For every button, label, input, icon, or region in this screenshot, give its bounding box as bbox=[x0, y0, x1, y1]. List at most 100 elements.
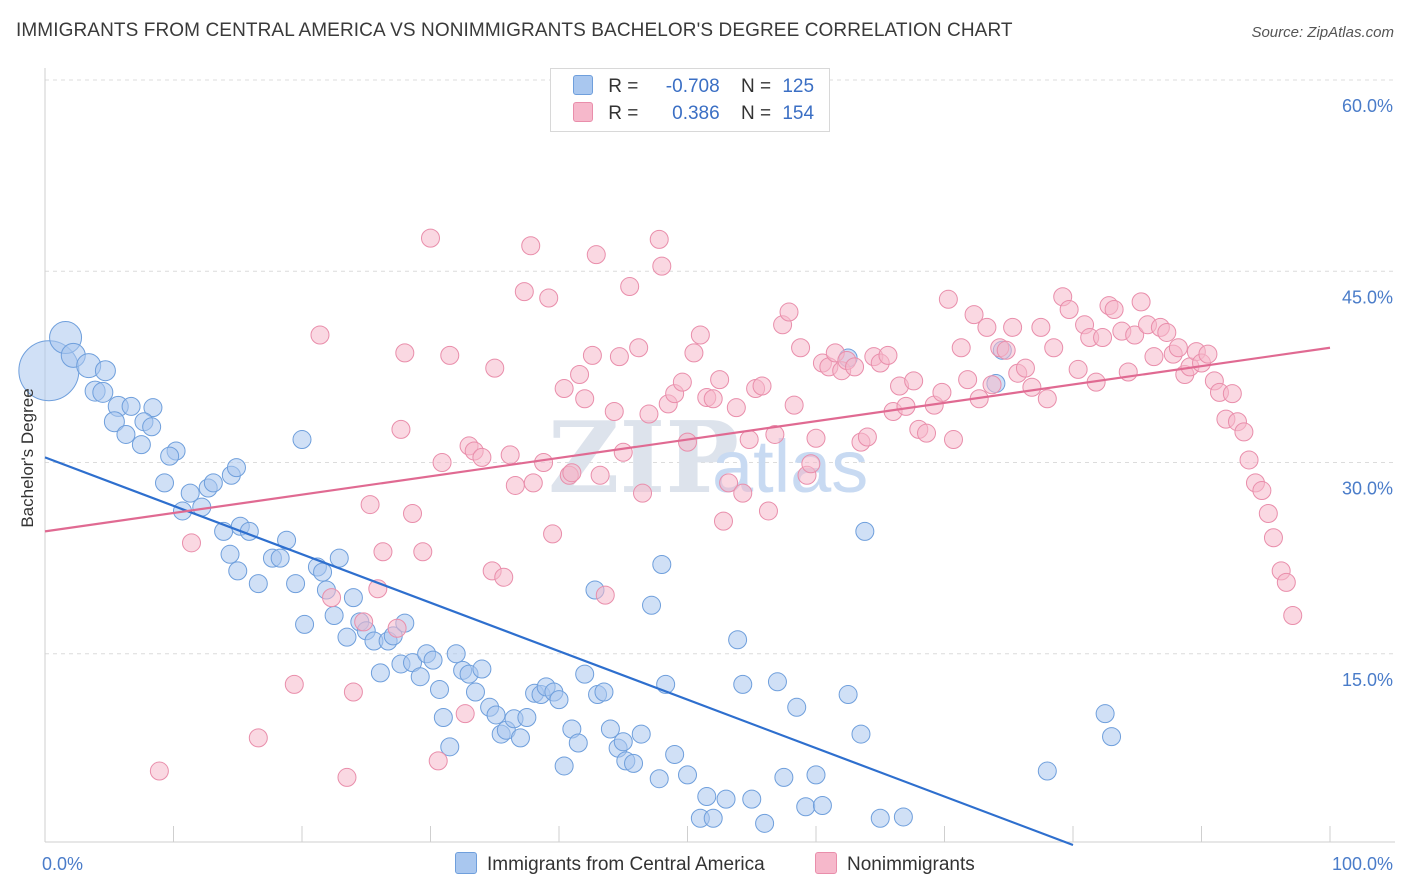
blue-point bbox=[103, 411, 125, 433]
y-tick-label: 15.0% bbox=[1342, 670, 1393, 690]
pink-point bbox=[248, 728, 268, 748]
y-tick-label: 30.0% bbox=[1342, 479, 1393, 499]
pink-point bbox=[421, 228, 440, 248]
pink-point bbox=[779, 302, 799, 322]
blue-point bbox=[1037, 761, 1057, 781]
pink-point bbox=[582, 345, 602, 365]
pink-point bbox=[703, 389, 723, 409]
pink-point bbox=[1093, 328, 1113, 348]
bottom-legend-label-blue: Immigrants from Central America bbox=[487, 854, 765, 875]
legend-swatch-pink bbox=[573, 102, 593, 122]
pink-trend-line bbox=[44, 346, 1331, 533]
blue-point bbox=[549, 690, 569, 710]
blue-point bbox=[286, 574, 306, 594]
blue-point bbox=[486, 705, 506, 725]
pink-point bbox=[932, 382, 952, 402]
pink-point bbox=[354, 612, 374, 632]
pink-point bbox=[403, 504, 423, 523]
pink-point bbox=[784, 395, 804, 415]
blue-point bbox=[678, 765, 697, 785]
chart-title: IMMIGRANTS FROM CENTRAL AMERICA VS NONIM… bbox=[16, 20, 1013, 41]
pink-point bbox=[964, 305, 984, 325]
pink-point bbox=[343, 682, 363, 702]
blue-point bbox=[893, 807, 913, 827]
blue-point bbox=[410, 667, 430, 687]
pink-point bbox=[505, 475, 525, 495]
blue-point bbox=[703, 808, 723, 828]
pink-point bbox=[1258, 504, 1278, 523]
legend-r-value: 0.386 bbox=[672, 103, 720, 124]
pink-point bbox=[1157, 322, 1177, 342]
pink-point bbox=[633, 483, 653, 503]
blue-point bbox=[226, 458, 246, 478]
blue-point bbox=[446, 644, 466, 664]
blue-point bbox=[180, 483, 200, 503]
pink-point bbox=[432, 453, 452, 472]
correlation-legend: R = -0.708 N = 125 R = 0.386 N = 154 bbox=[550, 68, 830, 132]
bottom-legend-blue: Immigrants from Central America bbox=[455, 852, 765, 876]
pink-point bbox=[904, 371, 924, 391]
blue-point bbox=[429, 679, 449, 699]
pink-point bbox=[1222, 384, 1242, 404]
pink-point bbox=[373, 542, 393, 562]
blue-point bbox=[423, 650, 443, 670]
blue-point bbox=[716, 789, 736, 809]
pink-point bbox=[710, 370, 730, 390]
pink-point bbox=[387, 618, 407, 638]
blue-point bbox=[270, 548, 290, 568]
blue-point bbox=[228, 561, 248, 581]
pink-point bbox=[485, 358, 505, 378]
legend-swatch-blue bbox=[573, 75, 593, 95]
legend-row-blue: R = -0.708 N = 125 bbox=[573, 75, 814, 99]
pink-point bbox=[739, 430, 759, 450]
blue-point bbox=[220, 544, 240, 564]
pink-point bbox=[726, 398, 746, 418]
pink-point bbox=[620, 277, 640, 297]
blue-point bbox=[796, 797, 816, 817]
blue-point bbox=[806, 765, 826, 785]
pink-point bbox=[590, 465, 610, 485]
pink-point bbox=[1263, 528, 1283, 548]
blue-point bbox=[142, 417, 162, 437]
pink-point bbox=[514, 282, 534, 302]
blue-point bbox=[121, 396, 141, 416]
blue-point bbox=[575, 664, 595, 684]
blue-point bbox=[143, 398, 163, 418]
pink-point bbox=[1276, 572, 1296, 592]
bottom-legend-pink: Nonimmigrants bbox=[815, 852, 975, 876]
legend-row-pink: R = 0.386 N = 154 bbox=[573, 102, 814, 126]
pink-point bbox=[690, 325, 710, 345]
pink-point bbox=[1003, 317, 1023, 337]
blue-point bbox=[742, 789, 762, 809]
blue-point bbox=[1102, 727, 1122, 747]
pink-point bbox=[1015, 358, 1035, 378]
blue-point bbox=[774, 767, 794, 787]
blue-point bbox=[600, 719, 620, 739]
pink-point bbox=[523, 473, 543, 493]
pink-point bbox=[575, 389, 595, 409]
pink-point bbox=[1131, 292, 1151, 312]
pink-point bbox=[310, 325, 330, 345]
bottom-legend-swatch-blue bbox=[455, 852, 477, 874]
blue-point bbox=[838, 685, 858, 705]
pink-point bbox=[652, 256, 672, 276]
blue-point bbox=[324, 606, 344, 625]
blue-point bbox=[631, 724, 651, 744]
pink-point bbox=[322, 588, 342, 608]
blue-point bbox=[131, 435, 151, 455]
pink-point bbox=[791, 338, 811, 358]
pink-point bbox=[713, 511, 733, 531]
blue-point bbox=[851, 724, 871, 744]
axes bbox=[44, 68, 1395, 843]
legend-r-value: -0.708 bbox=[665, 76, 720, 97]
pink-point bbox=[554, 379, 574, 399]
data-points bbox=[18, 98, 1303, 833]
pink-point bbox=[1198, 344, 1218, 364]
blue-point bbox=[642, 595, 662, 615]
legend-n-value: 125 bbox=[782, 76, 815, 97]
blue-point bbox=[649, 769, 669, 789]
pink-point bbox=[570, 365, 590, 385]
pink-point bbox=[1031, 317, 1051, 337]
blue-point bbox=[155, 473, 175, 493]
pink-point bbox=[337, 767, 357, 787]
